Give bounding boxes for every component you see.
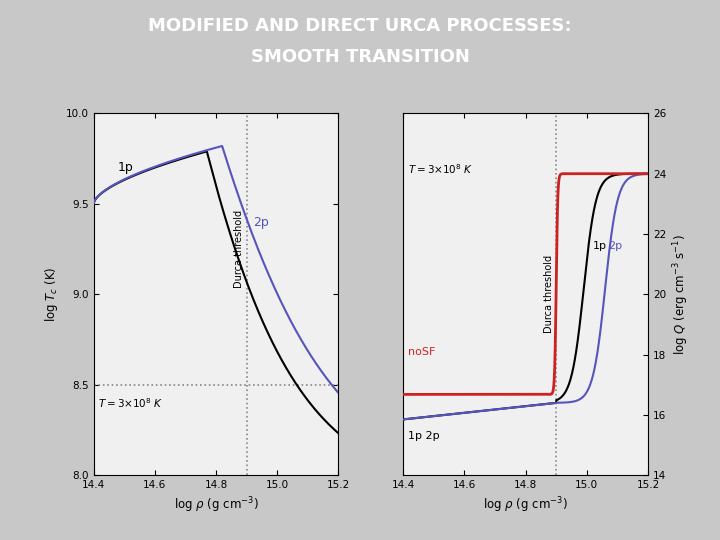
Text: 1p 2p: 1p 2p — [408, 431, 439, 441]
Text: $T=3{\times}10^8$ K: $T=3{\times}10^8$ K — [408, 162, 473, 176]
X-axis label: log $\rho$ (g cm$^{-3}$): log $\rho$ (g cm$^{-3}$) — [174, 496, 258, 515]
Text: MODIFIED AND DIRECT URCA PROCESSES:: MODIFIED AND DIRECT URCA PROCESSES: — [148, 17, 572, 35]
Text: $T=3{\times}10^8$ K: $T=3{\times}10^8$ K — [98, 396, 163, 410]
Text: Durca threshold: Durca threshold — [234, 210, 244, 288]
Text: 1p: 1p — [118, 161, 134, 174]
Text: Durca threshold: Durca threshold — [544, 255, 554, 333]
Text: 2p: 2p — [253, 215, 269, 228]
Y-axis label: log $T_c$ (K): log $T_c$ (K) — [43, 267, 60, 322]
Y-axis label: log $Q$ (erg cm$^{-3}$ s$^{-1}$): log $Q$ (erg cm$^{-3}$ s$^{-1}$) — [672, 234, 691, 355]
Text: 1p: 1p — [593, 241, 607, 251]
Text: 2p: 2p — [608, 241, 622, 251]
Text: SMOOTH TRANSITION: SMOOTH TRANSITION — [251, 48, 469, 66]
Text: noSF: noSF — [408, 347, 435, 356]
X-axis label: log $\rho$ (g cm$^{-3}$): log $\rho$ (g cm$^{-3}$) — [483, 496, 568, 515]
